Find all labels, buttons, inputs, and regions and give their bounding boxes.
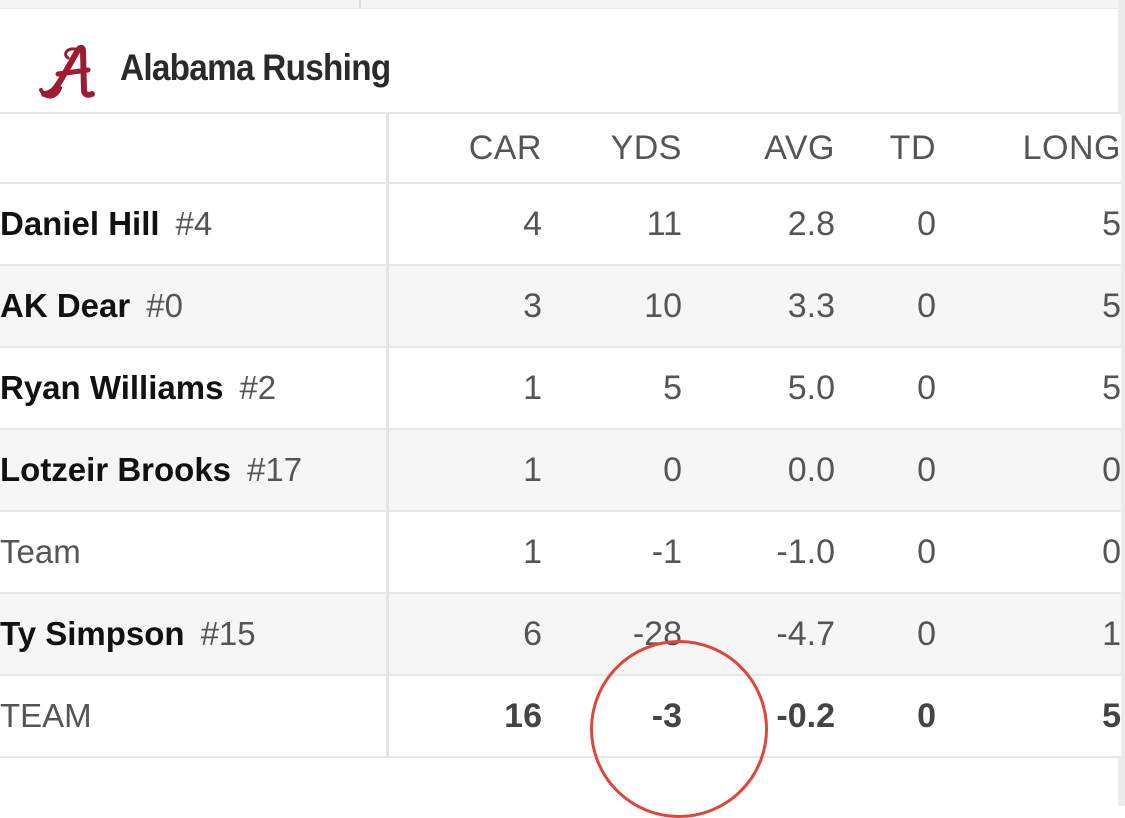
total-yds: -3 <box>542 674 682 758</box>
top-bar <box>0 0 1125 9</box>
td-cell: 0 <box>835 428 936 512</box>
header-avg[interactable]: AVG <box>682 112 835 184</box>
long-cell: 1 <box>936 592 1121 676</box>
player-cell[interactable]: AK Dear #0 <box>0 264 389 348</box>
table-row: Daniel Hill #4 4 11 2.8 0 5 <box>0 182 1121 266</box>
player-number: #4 <box>175 205 213 242</box>
scrollbar-track[interactable] <box>1118 0 1125 806</box>
yds-cell: -28 <box>542 592 682 676</box>
totals-label-cell: TEAM <box>0 674 389 758</box>
long-cell: 0 <box>936 510 1121 594</box>
section-header: Alabama Rushing <box>0 30 1118 112</box>
top-bar-divider <box>359 0 361 8</box>
yds-cell: 11 <box>542 182 682 266</box>
td-cell: 0 <box>835 510 936 594</box>
player-name[interactable]: Ty Simpson <box>0 615 185 652</box>
avg-cell: 3.3 <box>682 264 835 348</box>
player-cell[interactable]: Ty Simpson #15 <box>0 592 389 676</box>
td-cell: 0 <box>835 346 936 430</box>
team-label: Team <box>0 533 81 570</box>
player-number: #17 <box>247 451 303 488</box>
td-cell: 0 <box>835 182 936 266</box>
car-cell: 1 <box>387 428 542 512</box>
totals-label: TEAM <box>0 697 92 734</box>
player-cell[interactable]: Daniel Hill #4 <box>0 182 389 266</box>
player-number: #15 <box>200 615 256 652</box>
long-cell: 5 <box>936 346 1121 430</box>
long-cell: 0 <box>936 428 1121 512</box>
rushing-stats-table: CAR YDS AVG TD LONG Daniel Hill #4 4 11 2… <box>0 112 1121 758</box>
header-name-cell <box>0 112 389 184</box>
header-long[interactable]: LONG <box>936 112 1121 184</box>
avg-cell: 2.8 <box>682 182 835 266</box>
td-cell: 0 <box>835 592 936 676</box>
table-row: Team 1 -1 -1.0 0 0 <box>0 510 1121 594</box>
player-number: #0 <box>146 287 183 324</box>
avg-cell: 5.0 <box>682 346 835 430</box>
player-name[interactable]: Ryan Williams <box>0 369 224 406</box>
long-cell: 5 <box>936 264 1121 348</box>
player-cell[interactable]: Lotzeir Brooks #17 <box>0 428 389 512</box>
car-cell: 4 <box>387 182 542 266</box>
table-row: Lotzeir Brooks #17 1 0 0.0 0 0 <box>0 428 1121 512</box>
alabama-script-a-logo-icon <box>39 44 95 99</box>
yds-cell: 5 <box>542 346 682 430</box>
total-avg: -0.2 <box>682 674 835 758</box>
header-car[interactable]: CAR <box>387 112 542 184</box>
header-yds[interactable]: YDS <box>542 112 682 184</box>
section-title: Alabama Rushing <box>120 47 391 88</box>
total-long: 5 <box>936 674 1121 758</box>
yds-cell: -1 <box>542 510 682 594</box>
totals-row: TEAM 16 -3 -0.2 0 5 <box>0 674 1121 758</box>
header-td[interactable]: TD <box>835 112 936 184</box>
total-car: 16 <box>387 674 542 758</box>
car-cell: 6 <box>387 592 542 676</box>
car-cell: 3 <box>387 264 542 348</box>
yds-cell: 10 <box>542 264 682 348</box>
car-cell: 1 <box>387 510 542 594</box>
player-name[interactable]: Lotzeir Brooks <box>0 451 232 488</box>
player-number: #2 <box>239 369 277 406</box>
td-cell: 0 <box>835 264 936 348</box>
car-cell: 1 <box>387 346 542 430</box>
avg-cell: -1.0 <box>682 510 835 594</box>
avg-cell: -4.7 <box>682 592 835 676</box>
player-cell[interactable]: Ryan Williams #2 <box>0 346 389 430</box>
avg-cell: 0.0 <box>682 428 835 512</box>
table-row: Ryan Williams #2 1 5 5.0 0 5 <box>0 346 1121 430</box>
team-cell: Team <box>0 510 389 594</box>
table-row: AK Dear #0 3 10 3.3 0 5 <box>0 264 1121 348</box>
total-td: 0 <box>835 674 936 758</box>
player-name[interactable]: AK Dear <box>0 287 131 324</box>
long-cell: 5 <box>936 182 1121 266</box>
player-name[interactable]: Daniel Hill <box>0 205 160 242</box>
table-row: Ty Simpson #15 6 -28 -4.7 0 1 <box>0 592 1121 676</box>
yds-cell: 0 <box>542 428 682 512</box>
table-header-row: CAR YDS AVG TD LONG <box>0 112 1121 184</box>
